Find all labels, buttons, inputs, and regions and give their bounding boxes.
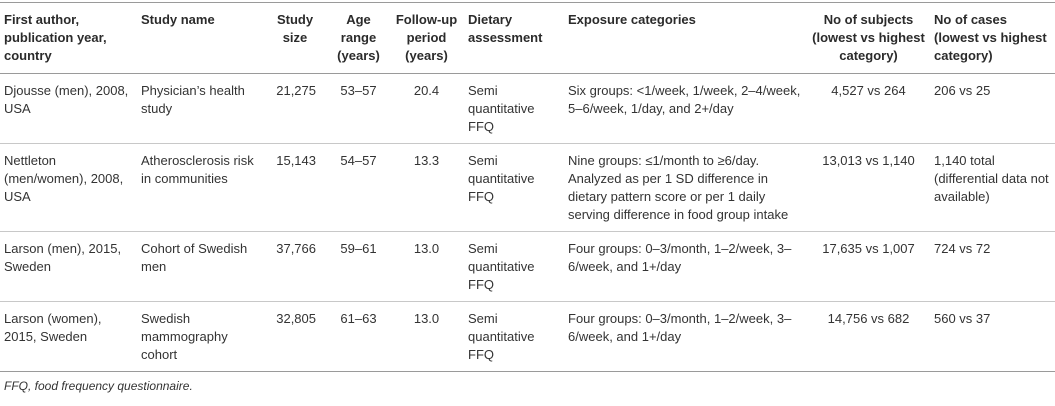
table-body: Djousse (men), 2008, USA Physician’s hea… — [0, 73, 1055, 372]
cell-study-name: Atherosclerosis risk in communities — [137, 143, 262, 232]
cell-exposure-categories: Nine groups: ≤1/month to ≥6/day. Analyze… — [564, 143, 807, 232]
cell-follow-up: 13.0 — [389, 231, 464, 302]
header-exposure-categories: Exposure categories — [564, 2, 807, 74]
cell-first-author: Djousse (men), 2008, USA — [0, 73, 137, 144]
table-row: Larson (women), 2015, Sweden Swedish mam… — [0, 301, 1055, 372]
cell-no-subjects: 17,635 vs 1,007 — [807, 231, 930, 302]
header-first-author: First author, publication year, country — [0, 2, 137, 74]
cell-age-range: 53–57 — [328, 73, 389, 144]
cell-follow-up: 13.3 — [389, 143, 464, 232]
cell-no-subjects: 13,013 vs 1,140 — [807, 143, 930, 232]
cell-exposure-categories: Four groups: 0–3/month, 1–2/week, 3–6/we… — [564, 231, 807, 302]
header-age-range: Age range (years) — [328, 2, 389, 74]
cell-first-author: Larson (women), 2015, Sweden — [0, 301, 137, 372]
cell-first-author: Nettleton (men/women), 2008, USA — [0, 143, 137, 232]
header-study-name: Study name — [137, 2, 262, 74]
table-container: First author, publication year, country … — [0, 2, 1055, 393]
cell-no-cases: 1,140 total (differential data not avail… — [930, 143, 1055, 232]
cell-study-name: Swedish mammography cohort — [137, 301, 262, 372]
cell-study-size: 37,766 — [262, 231, 328, 302]
header-study-size: Study size — [262, 2, 328, 74]
cell-exposure-categories: Six groups: <1/week, 1/week, 2–4/week, 5… — [564, 73, 807, 144]
cell-age-range: 54–57 — [328, 143, 389, 232]
cell-study-size: 21,275 — [262, 73, 328, 144]
cell-dietary-assessment: Semi quantitative FFQ — [464, 143, 564, 232]
studies-table: First author, publication year, country … — [0, 2, 1055, 372]
cell-follow-up: 13.0 — [389, 301, 464, 372]
cell-study-name: Physician’s health study — [137, 73, 262, 144]
cell-dietary-assessment: Semi quantitative FFQ — [464, 231, 564, 302]
table-header: First author, publication year, country … — [0, 2, 1055, 74]
cell-no-subjects: 4,527 vs 264 — [807, 73, 930, 144]
cell-age-range: 61–63 — [328, 301, 389, 372]
cell-no-subjects: 14,756 vs 682 — [807, 301, 930, 372]
cell-follow-up: 20.4 — [389, 73, 464, 144]
cell-first-author: Larson (men), 2015, Sweden — [0, 231, 137, 302]
cell-dietary-assessment: Semi quantitative FFQ — [464, 301, 564, 372]
cell-exposure-categories: Four groups: 0–3/month, 1–2/week, 3–6/we… — [564, 301, 807, 372]
cell-study-name: Cohort of Swedish men — [137, 231, 262, 302]
header-follow-up: Follow-up period (years) — [389, 2, 464, 74]
table-row: Djousse (men), 2008, USA Physician’s hea… — [0, 73, 1055, 144]
header-row: First author, publication year, country … — [0, 2, 1055, 74]
header-no-cases: No of cases (lowest vs highest category) — [930, 2, 1055, 74]
cell-study-size: 32,805 — [262, 301, 328, 372]
table-row: Nettleton (men/women), 2008, USA Atheros… — [0, 143, 1055, 232]
cell-age-range: 59–61 — [328, 231, 389, 302]
table-footnote: FFQ, food frequency questionnaire. — [4, 379, 193, 393]
cell-no-cases: 560 vs 37 — [930, 301, 1055, 372]
header-dietary-assessment: Dietary assessment — [464, 2, 564, 74]
cell-no-cases: 724 vs 72 — [930, 231, 1055, 302]
cell-no-cases: 206 vs 25 — [930, 73, 1055, 144]
table-row: Larson (men), 2015, Sweden Cohort of Swe… — [0, 231, 1055, 302]
header-no-subjects: No of subjects (lowest vs highest catego… — [807, 2, 930, 74]
cell-dietary-assessment: Semi quantitative FFQ — [464, 73, 564, 144]
cell-study-size: 15,143 — [262, 143, 328, 232]
